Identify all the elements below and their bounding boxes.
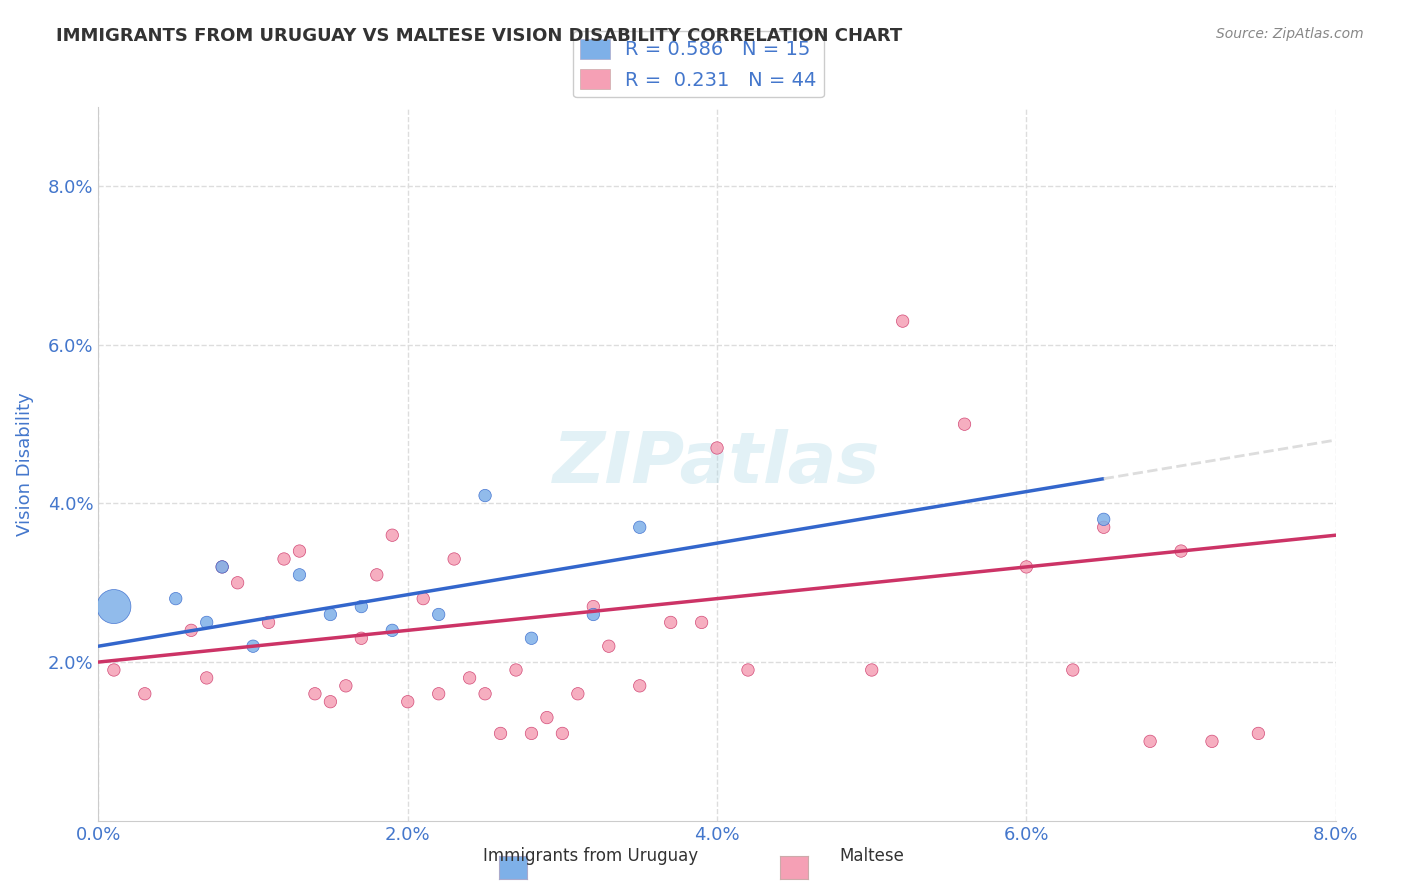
Point xyxy=(628,520,651,534)
Point xyxy=(953,417,976,432)
Point xyxy=(474,687,496,701)
Point xyxy=(103,663,125,677)
Point xyxy=(165,591,187,606)
Point xyxy=(427,607,450,622)
Point xyxy=(582,607,605,622)
Point xyxy=(381,528,404,542)
Text: Maltese: Maltese xyxy=(839,847,904,865)
Point xyxy=(628,679,651,693)
Point xyxy=(134,687,156,701)
Point xyxy=(396,695,419,709)
Point xyxy=(226,575,249,590)
Point xyxy=(350,632,373,646)
Point xyxy=(319,607,342,622)
Point xyxy=(103,599,125,614)
Point xyxy=(288,567,311,582)
Point xyxy=(598,639,620,653)
Point xyxy=(706,441,728,455)
Point xyxy=(1247,726,1270,740)
Point xyxy=(180,624,202,638)
Point xyxy=(1139,734,1161,748)
Point xyxy=(737,663,759,677)
Point xyxy=(195,671,218,685)
Point xyxy=(860,663,883,677)
Y-axis label: Vision Disability: Vision Disability xyxy=(15,392,34,536)
Point xyxy=(1092,512,1115,526)
Point xyxy=(335,679,357,693)
Point xyxy=(551,726,574,740)
Point xyxy=(659,615,682,630)
Point xyxy=(536,710,558,724)
Point xyxy=(458,671,481,685)
Point xyxy=(366,567,388,582)
Point xyxy=(582,599,605,614)
Point xyxy=(567,687,589,701)
Legend: R = 0.586   N = 15, R =  0.231   N = 44: R = 0.586 N = 15, R = 0.231 N = 44 xyxy=(572,31,824,97)
Point xyxy=(195,615,218,630)
Point xyxy=(427,687,450,701)
Point xyxy=(443,552,465,566)
Point xyxy=(257,615,280,630)
Text: ZIPatlas: ZIPatlas xyxy=(554,429,880,499)
Point xyxy=(1062,663,1084,677)
Point xyxy=(412,591,434,606)
Point xyxy=(690,615,713,630)
Point xyxy=(520,632,543,646)
Point xyxy=(242,639,264,653)
Point xyxy=(304,687,326,701)
Point xyxy=(474,489,496,503)
Text: Immigrants from Uruguay: Immigrants from Uruguay xyxy=(482,847,699,865)
Point xyxy=(1170,544,1192,558)
Point xyxy=(891,314,914,328)
Point xyxy=(1092,520,1115,534)
Text: IMMIGRANTS FROM URUGUAY VS MALTESE VISION DISABILITY CORRELATION CHART: IMMIGRANTS FROM URUGUAY VS MALTESE VISIO… xyxy=(56,27,903,45)
Point xyxy=(319,695,342,709)
Point xyxy=(273,552,295,566)
Point xyxy=(350,599,373,614)
Point xyxy=(381,624,404,638)
Point xyxy=(211,560,233,574)
Point xyxy=(211,560,233,574)
Point xyxy=(505,663,527,677)
Point xyxy=(489,726,512,740)
Point xyxy=(520,726,543,740)
Point xyxy=(288,544,311,558)
Text: Source: ZipAtlas.com: Source: ZipAtlas.com xyxy=(1216,27,1364,41)
Point xyxy=(1201,734,1223,748)
Point xyxy=(1015,560,1038,574)
